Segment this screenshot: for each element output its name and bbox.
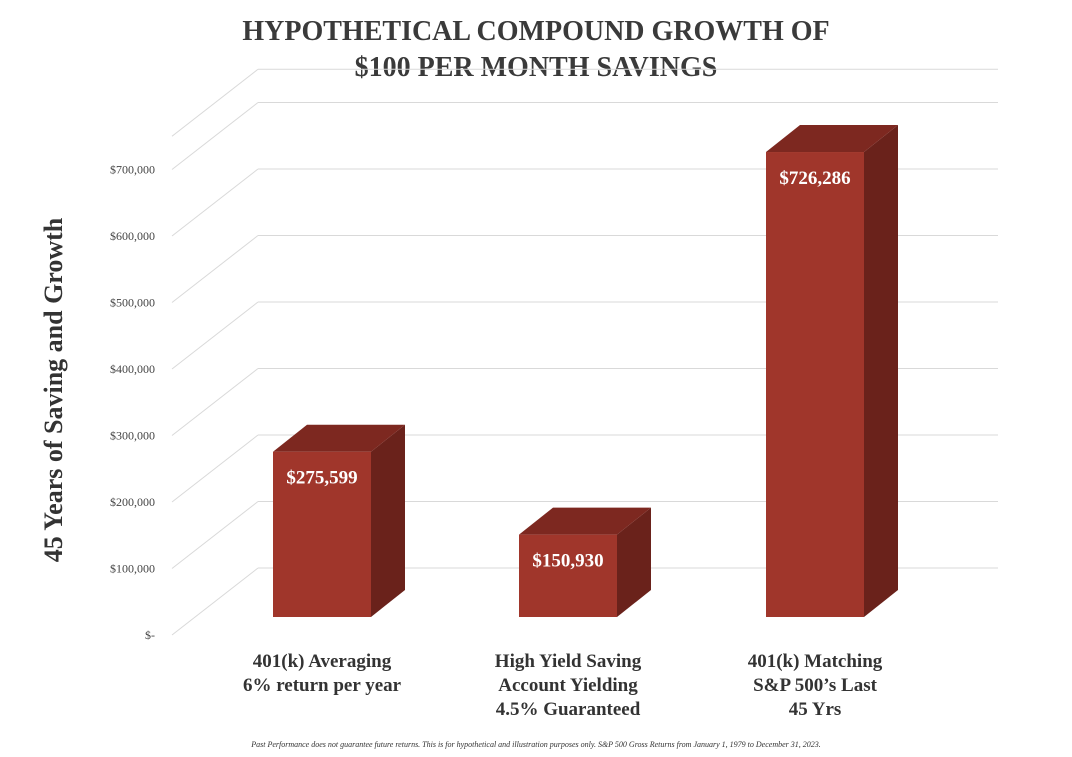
x-category-label: 401(k) Matching: [748, 651, 883, 672]
chart-title-line-2: $100 PER MONTH SAVINGS: [354, 52, 718, 83]
y-tick-label: $500,000: [110, 296, 155, 310]
bar: [519, 507, 651, 617]
x-category-label: 45 Yrs: [789, 699, 842, 720]
bar-top: [766, 125, 898, 153]
gridline-depth: [171, 235, 259, 303]
y-tick-label: $-: [145, 628, 155, 642]
chart-title: HYPOTHETICAL COMPOUND GROWTH OF $100 PER…: [0, 14, 1072, 86]
y-tick-label: $300,000: [110, 429, 155, 443]
bar-top: [519, 507, 651, 535]
gridline-depth: [171, 301, 259, 370]
bar-side: [617, 507, 651, 617]
bar-front: [273, 451, 371, 617]
y-tick-label: $400,000: [110, 362, 155, 376]
footnote: Past Performance does not guarantee futu…: [251, 740, 821, 749]
x-category-label: Account Yielding: [498, 675, 638, 696]
x-category-label: 6% return per year: [243, 675, 402, 696]
y-tick-label: $100,000: [110, 562, 155, 576]
bar: [766, 125, 898, 618]
bar-value-label: $726,286: [779, 168, 850, 189]
gridline-depth: [171, 168, 259, 237]
chart-title-line-1: HYPOTHETICAL COMPOUND GROWTH OF: [242, 16, 830, 47]
x-category-label: 4.5% Guaranteed: [496, 699, 641, 720]
x-category-label: S&P 500’s Last: [753, 675, 878, 696]
bar-top: [273, 424, 405, 452]
bar-side: [371, 424, 405, 617]
y-tick-label: $600,000: [110, 229, 155, 243]
gridline-depth: [171, 434, 259, 503]
y-tick-label: $200,000: [110, 495, 155, 509]
gridline-depth: [171, 501, 259, 569]
bar: [273, 424, 405, 617]
y-tick-label: $700,000: [110, 163, 155, 177]
bar-front: [519, 534, 617, 617]
gridline-depth: [171, 567, 259, 636]
bar-value-label: $150,930: [532, 551, 603, 572]
gridline-depth: [171, 102, 259, 170]
gridline-depth: [171, 68, 259, 137]
x-category-label: 401(k) Averaging: [253, 651, 392, 672]
x-category-label: High Yield Saving: [495, 651, 642, 672]
bar-value-label: $275,599: [286, 468, 357, 489]
gridline-depth: [171, 368, 259, 436]
bar-front: [766, 152, 864, 617]
bar-side: [864, 125, 898, 618]
